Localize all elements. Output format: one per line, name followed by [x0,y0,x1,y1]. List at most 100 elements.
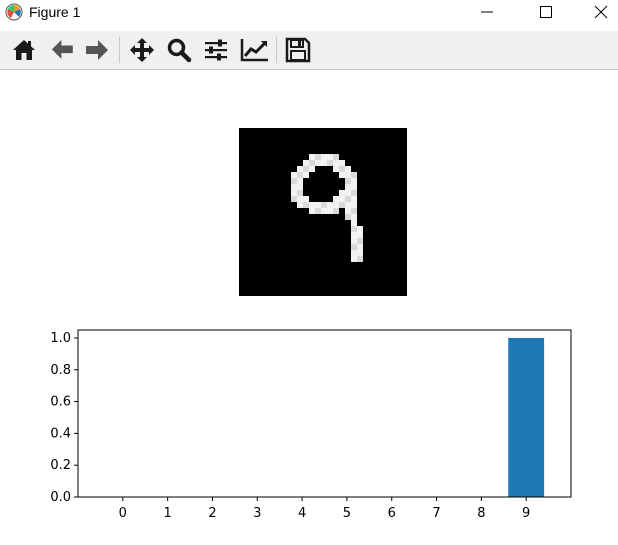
x-tick-label: 9 [522,506,530,521]
digit-pixel [339,196,345,202]
matplotlib-app-icon [5,3,23,21]
digit-pixel [303,160,309,166]
save-icon [285,37,311,63]
navigation-toolbar [0,31,618,70]
digit-pixel [321,160,327,166]
digit-pixel [333,160,339,166]
bar-9 [508,337,545,497]
save-button[interactable] [283,35,313,65]
digit-pixel [297,184,303,190]
digit-pixel [321,154,327,160]
toolbar-separator [276,37,277,63]
maximize-button[interactable] [523,0,569,24]
back-button[interactable] [47,35,77,65]
digit-pixel [291,178,297,184]
bars [508,337,545,497]
home-icon [13,40,35,60]
close-icon [594,5,608,19]
digit-pixel [291,190,297,196]
digit-pixel [339,190,345,196]
x-tick-label: 1 [163,506,171,521]
x-tick-label: 3 [253,506,261,521]
digit-pixel [339,160,345,166]
digit-pixel [357,256,363,262]
digit-pixel [309,208,315,214]
digit-pixel [351,250,357,256]
digit-pixel [309,160,315,166]
digit-pixel [333,208,339,214]
back-arrow-icon [51,39,73,59]
x-tick-label: 7 [432,506,440,521]
digit-pixel [351,220,357,226]
digit-pixel [351,256,357,262]
digit-pixel [351,172,357,178]
x-tick-label: 6 [388,506,396,521]
digit-pixel [333,196,339,202]
digit-pixel [351,238,357,244]
digit-pixel [291,172,297,178]
digit-pixel [351,184,357,190]
digit-pixel [303,202,309,208]
digit-pixel [357,250,363,256]
digit-pixel [333,166,339,172]
home-button[interactable] [9,35,39,65]
digit-pixel [351,178,357,184]
digit-pixel [327,202,333,208]
digit-pixel [357,232,363,238]
digit-pixel [297,178,303,184]
minimize-icon [481,11,493,13]
digit-pixel [345,196,351,202]
x-tick-label: 8 [477,506,485,521]
edit-axis-icon [240,39,268,62]
y-tick-label: 0.6 [50,395,71,410]
y-tick-label: 1.0 [50,331,71,346]
digit-pixel [351,244,357,250]
x-tick-label: 5 [343,506,351,521]
digit-pixel [309,202,315,208]
y-tick-label: 0.0 [50,490,71,505]
digit-pixel [345,202,351,208]
forward-arrow-icon [86,40,108,60]
digit-pixel [351,190,357,196]
digit-pixel [339,166,345,172]
digit-pixel [315,208,321,214]
window-title-bar: Figure 1 [0,0,618,24]
digit-pixel [351,214,357,220]
configure-subplots-icon [205,39,227,61]
close-button[interactable] [578,0,618,24]
digit-pixel [345,178,351,184]
x-tick-label: 4 [298,506,306,521]
minimize-button[interactable] [464,0,510,24]
digit-pixel [357,238,363,244]
window-title: Figure 1 [29,4,81,20]
digit-pixel [297,202,303,208]
digit-pixel [297,166,303,172]
digit-pixel [357,226,363,232]
zoom-button[interactable] [164,35,194,65]
y-axis: 0.0 0.2 0.4 0.6 0.8 1.0 [50,331,78,505]
pan-button[interactable] [127,35,157,65]
digit-pixel [339,172,345,178]
digit-pixel [297,172,303,178]
digit-pixel [315,160,321,166]
pan-icon [130,38,154,62]
digit-pixel [315,202,321,208]
digit-pixel [351,202,357,208]
axes-frame [77,329,572,498]
digit-pixel [315,154,321,160]
digit-pixel [333,154,339,160]
digit-pixel [303,196,309,202]
digit-pixel [303,166,309,172]
configure-subplots-button[interactable] [201,35,231,65]
digit-pixel [351,208,357,214]
edit-axis-button[interactable] [238,35,268,65]
forward-button[interactable] [82,35,112,65]
digit-pixel [345,190,351,196]
y-tick-label: 0.8 [50,363,71,378]
digit-pixel [327,154,333,160]
digit-pixel [345,184,351,190]
digit-pixel [351,232,357,238]
digit-pixel [297,190,303,196]
digit-pixel [345,172,351,178]
